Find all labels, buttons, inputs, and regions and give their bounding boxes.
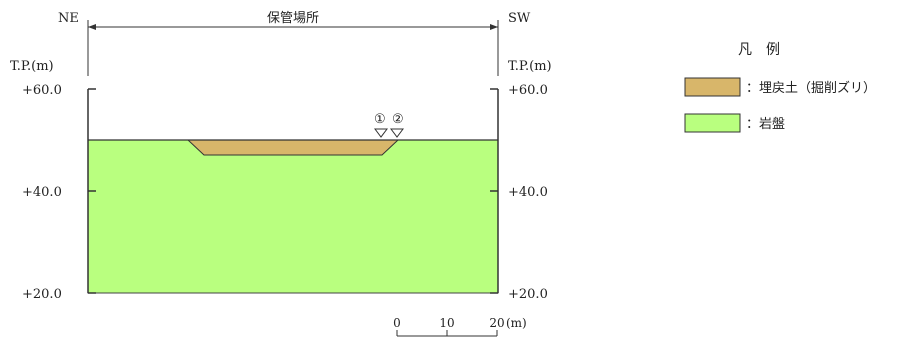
marker-2-label: ② xyxy=(392,112,404,127)
legend-swatch-bedrock xyxy=(684,113,741,133)
marker-1-triangle xyxy=(374,128,388,138)
direction-left-label: NE xyxy=(58,11,79,26)
legend-label-backfill: ：埋戻土（掘削ズリ） xyxy=(746,80,876,96)
dimension-arrow-right xyxy=(490,24,498,30)
elevation-label-left-20: +20.0 xyxy=(22,287,62,302)
elevation-label-right-20: +20.0 xyxy=(508,287,548,302)
elevation-unit-right: T.P.(m) xyxy=(508,59,552,74)
marker-2-triangle xyxy=(390,128,404,138)
scale-unit: (m) xyxy=(506,316,527,330)
elevation-label-left-40: +40.0 xyxy=(22,185,62,200)
elevation-label-right-40: +40.0 xyxy=(508,185,548,200)
bedrock-area xyxy=(87,139,499,294)
direction-right-label: SW xyxy=(508,11,531,26)
backfill-area xyxy=(186,139,400,156)
legend-title: 凡 例 xyxy=(738,42,780,58)
marker-1-label: ① xyxy=(374,112,386,127)
scale-label-10: 10 xyxy=(439,316,454,330)
dimension-arrow-left xyxy=(88,24,96,30)
legend-swatch-backfill xyxy=(684,77,741,97)
scale-label-0: 0 xyxy=(393,316,401,330)
legend-label-bedrock: ：岩盤 xyxy=(746,117,785,132)
section-label: 保管場所 xyxy=(267,11,319,26)
elevation-label-right-60: +60.0 xyxy=(508,83,548,98)
elevation-label-left-60: +60.0 xyxy=(22,83,62,98)
elevation-unit-left: T.P.(m) xyxy=(10,59,54,74)
scale-label-20: 20 xyxy=(489,316,504,330)
